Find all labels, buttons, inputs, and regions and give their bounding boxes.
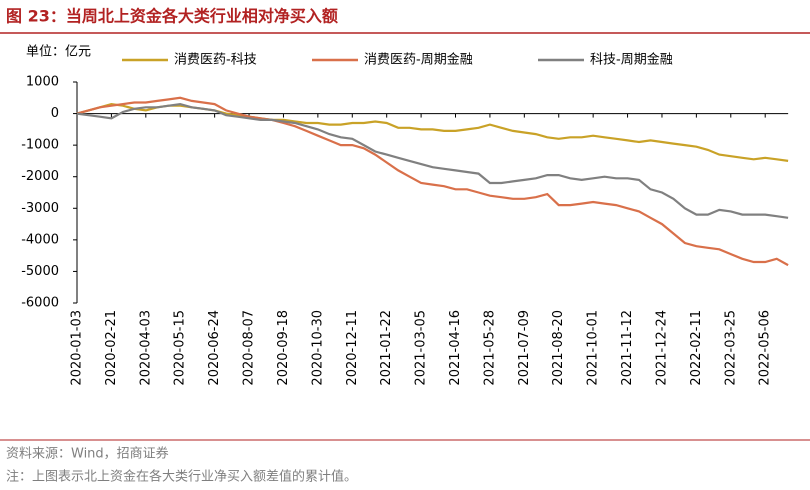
y-tick-label: -3000 [21, 201, 59, 216]
x-tick-label: 2021-07-09 [517, 310, 532, 386]
x-tick-label: 2021-10-01 [586, 310, 601, 386]
y-tick-label: -4000 [21, 232, 59, 247]
legend-label: 科技-周期金融 [590, 52, 673, 68]
source: 资料来源：Wind，招商证券 [6, 446, 169, 462]
chart-title: 图 23：当周北上资金各大类行业相对净买入额 [6, 7, 338, 26]
x-tick-label: 2021-01-22 [379, 310, 394, 386]
y-tick-label: -6000 [21, 296, 59, 311]
x-tick-label: 2020-05-15 [173, 310, 188, 386]
y-unit: 单位：亿元 [26, 45, 91, 60]
series-line [76, 96, 789, 267]
x-tick-label: 2022-02-11 [689, 310, 704, 386]
y-tick-label: -1000 [21, 138, 59, 153]
y-tick-label: -2000 [21, 169, 59, 184]
y-tick-label: 0 [51, 106, 59, 121]
x-tick-label: 2020-06-24 [207, 310, 222, 386]
note: 注：上图表示北上资金在各大类行业净买入额差值的累计值。 [6, 469, 357, 485]
x-tick-label: 2021-11-12 [620, 310, 635, 386]
series-line [76, 102, 789, 219]
x-tick-label: 2020-02-21 [104, 310, 119, 386]
y-tick-label: -5000 [21, 264, 59, 279]
x-tick-label: 2021-03-05 [414, 310, 429, 386]
x-tick-label: 2020-09-18 [276, 310, 291, 386]
series-line [76, 102, 789, 162]
x-tick-label: 2020-10-30 [310, 310, 325, 386]
x-tick-label: 2021-08-20 [551, 310, 566, 386]
legend-label: 消费医药-周期金融 [364, 52, 473, 68]
x-tick-label: 2020-01-03 [70, 310, 85, 386]
legend-label: 消费医药-科技 [174, 53, 257, 68]
x-tick-label: 2020-04-03 [138, 310, 153, 386]
x-tick-label: 2022-05-06 [758, 310, 773, 386]
x-tick-label: 2022-03-25 [723, 310, 738, 386]
x-tick-label: 2020-08-07 [242, 310, 257, 386]
y-tick-label: 1000 [26, 75, 59, 90]
x-tick-label: 2021-12-24 [654, 310, 669, 386]
x-tick-label: 2021-05-28 [482, 310, 497, 386]
x-tick-label: 2021-04-16 [448, 310, 463, 386]
x-tick-label: 2020-12-11 [345, 310, 360, 386]
